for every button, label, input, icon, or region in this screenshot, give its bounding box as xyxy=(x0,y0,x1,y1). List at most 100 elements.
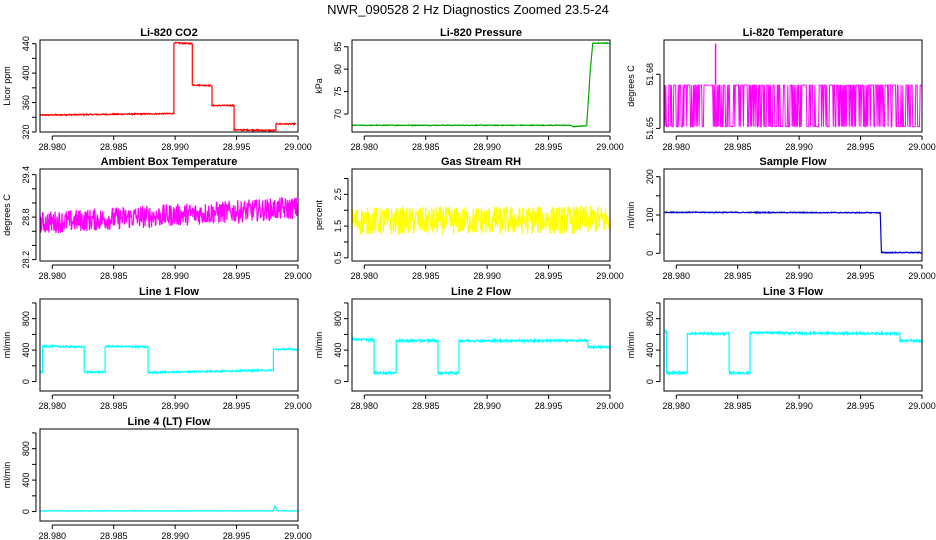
y-tick-label: 200 xyxy=(645,169,655,184)
panel-5: Gas Stream RH 28.980 28.985 28.990 28.995 29.… xyxy=(314,156,624,281)
plot-frame xyxy=(39,298,299,392)
y-tick-label: 0.5 xyxy=(333,252,343,265)
x-tick-label: 28.980 xyxy=(39,142,67,152)
panel-title: Line 2 Flow xyxy=(451,286,511,298)
x-tick-label: 29.000 xyxy=(908,271,936,281)
plot-frame xyxy=(351,168,611,262)
y-tick-label: 28.8 xyxy=(21,208,31,226)
x-tick-label: 28.995 xyxy=(223,142,251,152)
y-tick-label: 0 xyxy=(333,379,343,384)
y-tick-label: 2.5 xyxy=(333,188,343,201)
panel-7: Line 1 Flow 28.980 28.985 28.990 28.995 29.00… xyxy=(2,286,312,411)
plot-frame xyxy=(663,298,923,392)
y-tick-label: 0 xyxy=(645,251,655,256)
x-tick-label: 28.995 xyxy=(535,401,563,411)
x-tick-label: 28.995 xyxy=(223,531,251,540)
panel-9: Line 3 Flow 28.980 28.985 28.990 28.995 29.00… xyxy=(626,286,936,411)
y-axis-label: ml/min xyxy=(2,462,12,489)
x-tick-label: 29.000 xyxy=(284,271,312,281)
x-tick-label: 28.990 xyxy=(161,401,189,411)
series-line xyxy=(40,343,298,375)
panel-3: Li-820 Temperature 28.980 28.985 28.990 28.9… xyxy=(626,27,936,152)
series-line xyxy=(352,205,610,236)
y-tick-label: 320 xyxy=(21,124,31,139)
x-tick-label: 28.985 xyxy=(100,142,128,152)
y-axis-label: kPa xyxy=(314,78,324,94)
data-area xyxy=(40,196,298,234)
x-tick-label: 28.990 xyxy=(473,142,501,152)
panel-8: Line 2 Flow 28.980 28.985 28.990 28.995 29.00… xyxy=(314,286,624,411)
data-area xyxy=(352,336,610,377)
x-tick-label: 28.995 xyxy=(223,401,251,411)
x-tick-label: 28.985 xyxy=(724,401,752,411)
plot-frame xyxy=(351,39,611,133)
x-tick-label: 28.990 xyxy=(785,401,813,411)
series-line xyxy=(352,41,610,128)
x-tick-label: 29.000 xyxy=(908,401,936,411)
x-tick-label: 28.990 xyxy=(161,271,189,281)
x-tick-label: 28.980 xyxy=(39,531,67,540)
x-tick-label: 28.985 xyxy=(412,142,440,152)
x-tick-label: 28.990 xyxy=(785,271,813,281)
y-tick-label: 800 xyxy=(645,311,655,326)
x-tick-label: 29.000 xyxy=(284,531,312,540)
y-tick-label: 800 xyxy=(21,311,31,326)
y-tick-label: 400 xyxy=(21,66,31,81)
panel-4: Ambient Box Temperature 28.980 28.985 28.99… xyxy=(2,156,312,281)
plot-frame xyxy=(351,298,611,392)
panel-10: Line 4 (LT) Flow 28.980 28.985 28.990 28.995… xyxy=(2,416,312,540)
panel-title: Line 3 Flow xyxy=(763,286,823,298)
x-tick-label: 28.990 xyxy=(473,401,501,411)
y-tick-label: 400 xyxy=(333,343,343,358)
series-line xyxy=(664,329,922,377)
panel-title: Sample Flow xyxy=(759,156,827,168)
panel-2: Li-820 Pressure 28.980 28.985 28.990 28.995 2… xyxy=(314,27,624,152)
y-tick-label: 51.68 xyxy=(645,63,655,86)
x-tick-label: 28.980 xyxy=(663,271,691,281)
y-axis-label: Licor ppm xyxy=(2,66,12,106)
data-area xyxy=(40,41,297,132)
y-tick-label: 0 xyxy=(21,509,31,514)
y-tick-label: 1.5 xyxy=(333,220,343,233)
series-line xyxy=(664,210,922,255)
series-line xyxy=(352,336,610,377)
x-tick-label: 28.985 xyxy=(100,401,128,411)
y-tick-label: 85 xyxy=(333,42,343,52)
y-tick-label: 400 xyxy=(21,473,31,488)
y-tick-label: 0 xyxy=(21,379,31,384)
x-tick-label: 28.985 xyxy=(412,271,440,281)
panel-6: Sample Flow 28.980 28.985 28.990 28.995 29.00… xyxy=(626,156,936,281)
y-tick-label: 440 xyxy=(21,36,31,51)
plot-frame xyxy=(39,168,299,262)
data-area xyxy=(40,504,298,513)
y-tick-label: 360 xyxy=(21,95,31,110)
x-tick-label: 28.980 xyxy=(351,401,379,411)
data-area xyxy=(664,329,922,377)
panel-title: Line 1 Flow xyxy=(139,286,199,298)
x-tick-label: 28.980 xyxy=(351,271,379,281)
y-axis-label: ml/min xyxy=(626,332,636,359)
y-tick-label: 800 xyxy=(333,311,343,326)
y-axis-label: ml/min xyxy=(314,332,324,359)
x-tick-label: 28.985 xyxy=(724,271,752,281)
figure-title: NWR_090528 2 Hz Diagnostics Zoomed 23.5-… xyxy=(327,2,609,17)
series-line xyxy=(40,504,298,513)
x-tick-label: 28.990 xyxy=(785,142,813,152)
panel-title: Ambient Box Temperature xyxy=(101,156,238,168)
x-tick-label: 28.995 xyxy=(847,401,875,411)
x-tick-label: 28.990 xyxy=(473,271,501,281)
x-tick-label: 28.995 xyxy=(847,271,875,281)
x-tick-label: 29.000 xyxy=(596,401,624,411)
plot-frame xyxy=(39,39,299,133)
series-line xyxy=(40,41,297,132)
y-tick-label: 100 xyxy=(645,207,655,222)
x-tick-label: 29.000 xyxy=(908,142,936,152)
y-tick-label: 400 xyxy=(21,343,31,358)
plot-frame xyxy=(39,428,299,522)
y-axis-label: ml/min xyxy=(2,332,12,359)
x-tick-label: 28.990 xyxy=(161,531,189,540)
y-tick-label: 28.2 xyxy=(21,251,31,269)
panel-title: Li-820 Temperature xyxy=(743,27,844,39)
y-axis-label: degrees C xyxy=(626,65,636,107)
